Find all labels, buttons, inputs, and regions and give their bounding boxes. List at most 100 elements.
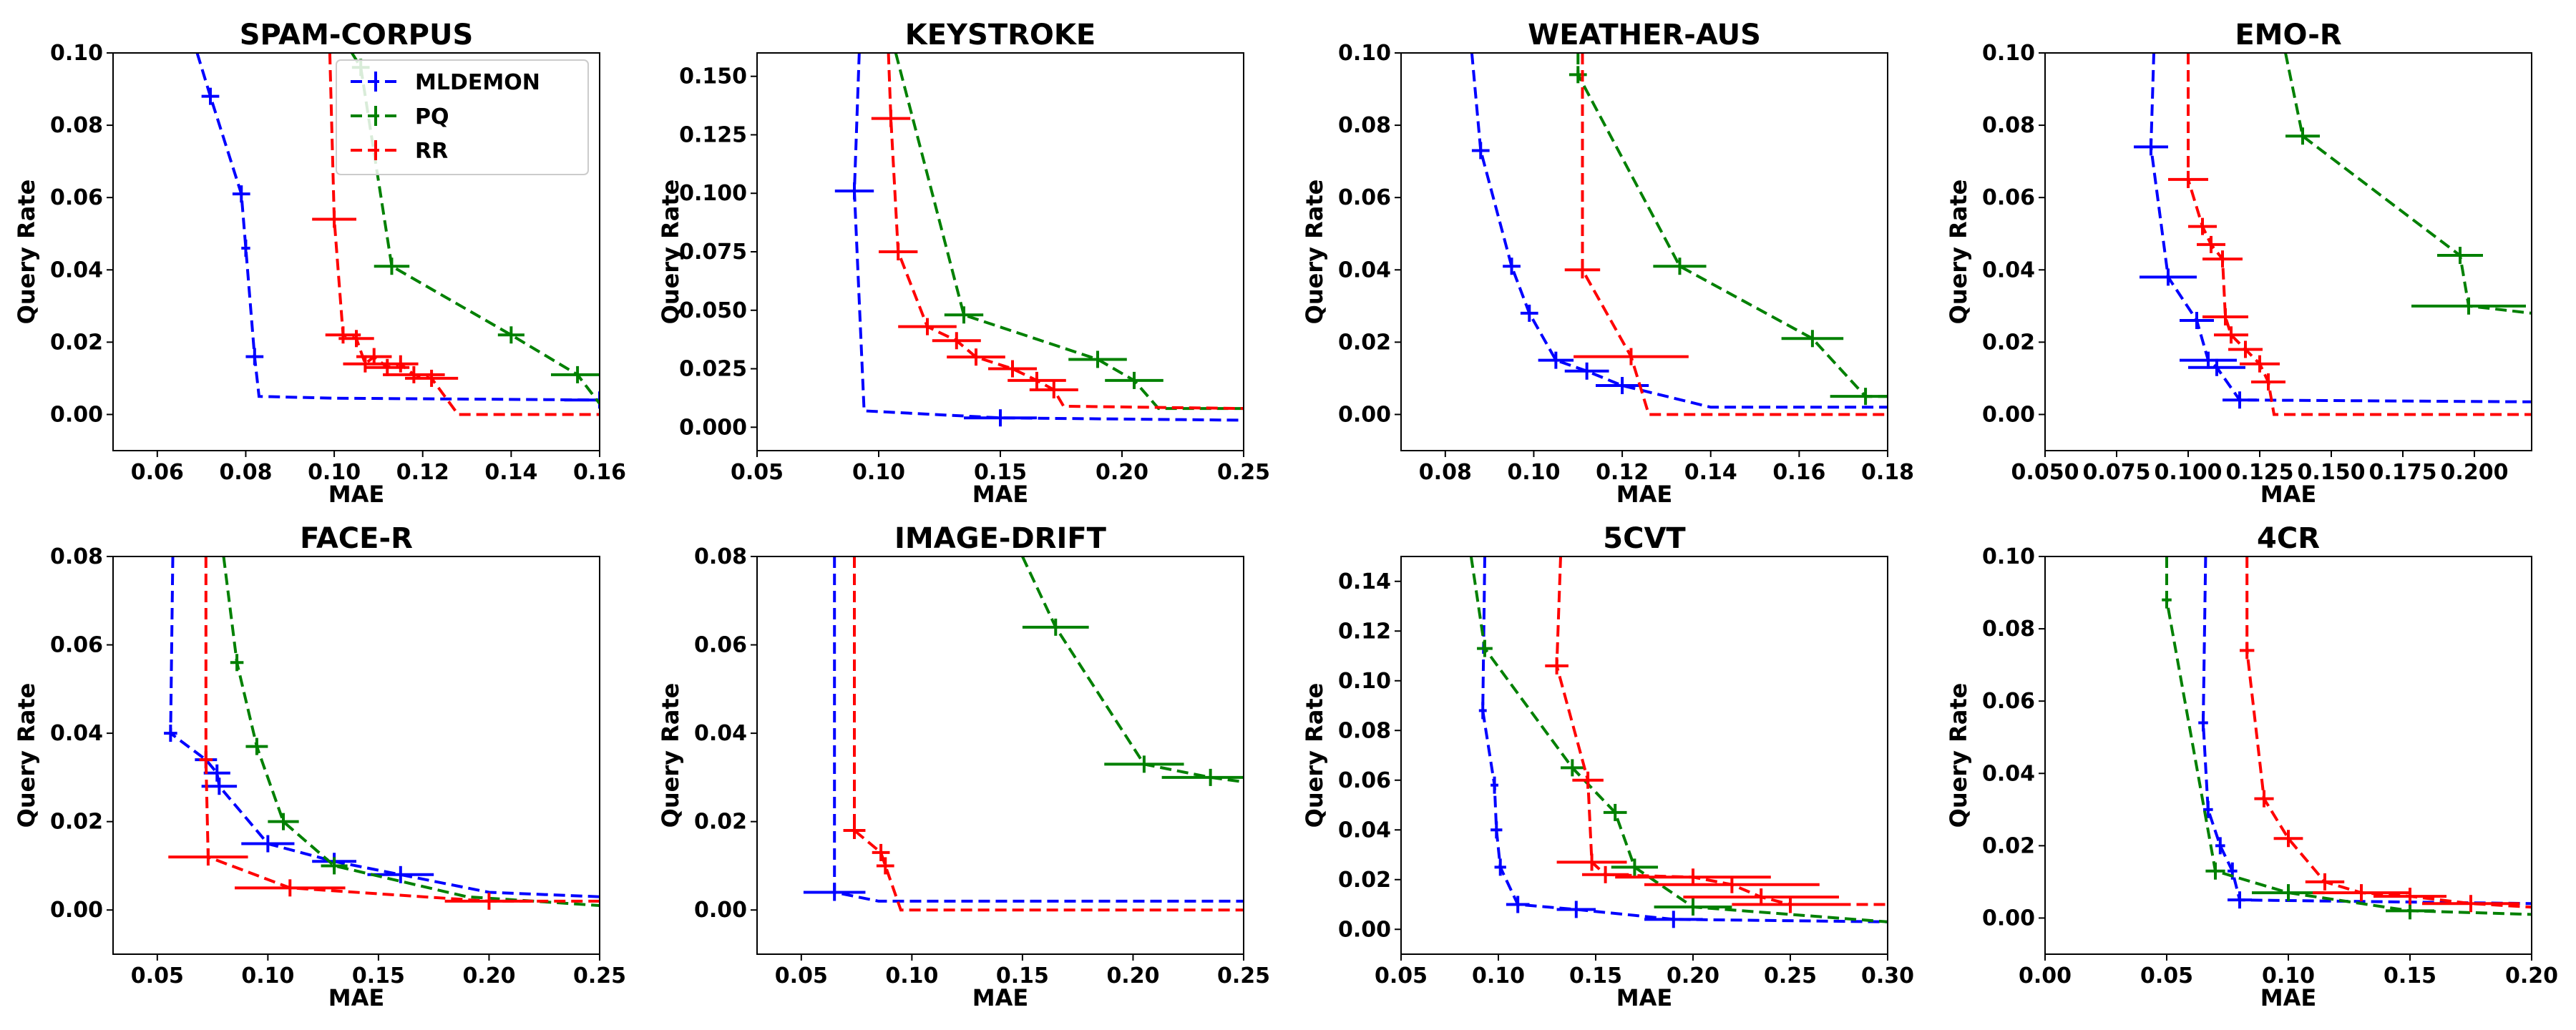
legend-item: PQ	[351, 104, 449, 129]
x-tick-label: 0.25	[1217, 460, 1270, 485]
legend-label: MLDEMON	[415, 70, 540, 95]
y-tick-label: 0.00	[1982, 402, 2035, 427]
y-tick-label: 0.02	[50, 810, 103, 835]
x-tick-label: 0.16	[573, 460, 626, 485]
y-tick-label: 0.10	[1338, 41, 1391, 66]
axes-frame	[1400, 556, 1888, 955]
series-line-mldemon	[852, 53, 1244, 422]
y-tick-label: 0.06	[1338, 768, 1391, 793]
y-tick-label: 0.10	[1338, 669, 1391, 694]
x-tick-label: 0.15	[352, 963, 405, 989]
y-tick-label: 0.04	[694, 721, 747, 746]
x-tick-label: 0.20	[1096, 460, 1148, 485]
series-line-mldemon	[1470, 53, 1888, 409]
x-tick-label: 0.25	[1217, 963, 1270, 989]
y-tick-label: 0.10	[50, 41, 103, 66]
x-tick-label: 0.15	[2384, 963, 2436, 989]
x-tick-label: 0.050	[2011, 460, 2079, 485]
x-axis-label: MAE	[2260, 481, 2316, 508]
series-line-mldemon	[2149, 53, 2532, 403]
y-tick-label: 0.08	[694, 544, 747, 569]
plot-area	[164, 556, 600, 910]
x-tick-label: 0.15	[1569, 963, 1622, 989]
x-tick-label: 0.10	[1472, 963, 1525, 989]
chart-panel: 0.050 0.075 0.100 0.125 0.150 0.175 0.200 0.00 0…	[1945, 19, 2532, 508]
y-tick-label: 0.04	[1338, 258, 1391, 283]
x-tick-label: 0.20	[2505, 963, 2558, 989]
y-tick-label: 0.08	[1338, 113, 1391, 138]
x-tick-label: 0.25	[1764, 963, 1817, 989]
x-tick-label: 0.05	[775, 963, 828, 989]
x-tick-label: 0.08	[1419, 460, 1472, 485]
x-tick-label: 0.10	[885, 963, 938, 989]
y-tick-label: 0.050	[679, 298, 747, 323]
x-tick-label: 0.10	[2262, 963, 2315, 989]
x-tick-label: 0.175	[2369, 460, 2437, 485]
y-tick-label: 0.08	[1982, 617, 2035, 642]
series-line-pq	[2165, 556, 2532, 916]
axes-frame	[756, 52, 1244, 451]
axes-frame	[756, 556, 1244, 955]
y-tick-label: 0.00	[1982, 906, 2035, 931]
y-tick-label: 0.02	[694, 810, 747, 835]
series-line-pq	[222, 556, 600, 907]
chart-title: SPAM-CORPUS	[240, 19, 474, 52]
y-tick-label: 0.04	[1338, 818, 1391, 843]
x-tick-label: 0.12	[396, 460, 449, 485]
series-line-rr	[204, 556, 600, 903]
series-line-rr	[1581, 53, 1888, 416]
x-tick-label: 0.05	[1375, 963, 1428, 989]
y-tick-label: 0.02	[50, 330, 103, 355]
axes-frame	[1400, 52, 1888, 451]
x-axis-label: MAE	[972, 481, 1028, 508]
x-axis-label: MAE	[1616, 984, 1672, 1011]
x-tick-label: 0.10	[308, 460, 361, 485]
chart-panel: 0.05 0.10 0.15 0.20 0.25 0.000 0.025 0.050 0.075…	[657, 19, 1270, 508]
y-tick-label: 0.08	[50, 544, 103, 569]
x-tick-label: 0.14	[1684, 460, 1737, 485]
legend-label: RR	[415, 139, 448, 164]
axes-frame	[2044, 52, 2532, 451]
chart-title: KEYSTROKE	[905, 19, 1096, 52]
y-tick-label: 0.06	[1982, 689, 2035, 714]
x-tick-label: 0.16	[1772, 460, 1825, 485]
y-tick-label: 0.06	[50, 185, 103, 210]
y-tick-label: 0.100	[679, 181, 747, 206]
x-tick-label: 0.15	[996, 963, 1049, 989]
y-tick-label: 0.04	[1982, 258, 2035, 283]
x-tick-label: 0.20	[1106, 963, 1159, 989]
x-tick-label: 0.20	[1667, 963, 1719, 989]
x-tick-label: 0.06	[131, 460, 184, 485]
x-tick-label: 0.30	[1861, 963, 1914, 989]
chart-title: 5CVT	[1603, 522, 1686, 555]
y-tick-label: 0.00	[50, 402, 103, 427]
y-tick-label: 0.08	[1982, 113, 2035, 138]
series-line-rr	[887, 53, 1244, 411]
series-line-mldemon	[833, 556, 1244, 903]
axes-frame	[112, 52, 600, 451]
y-tick-label: 0.06	[694, 633, 747, 658]
axes-frame	[2044, 556, 2532, 955]
chart-title: EMO-R	[2235, 19, 2341, 52]
y-axis-label: Query Rate	[13, 683, 40, 828]
chart-panel: 0.00 0.05 0.10 0.15 0.20 0.00 0.02 0.04 0.06 0.08…	[1945, 522, 2558, 1011]
y-tick-label: 0.04	[1982, 761, 2035, 786]
chart-panel: 0.05 0.10 0.15 0.20 0.25 0.30 0.00 0.02 0.04 0.06…	[1301, 522, 1914, 1011]
y-tick-label: 0.08	[50, 113, 103, 138]
y-tick-label: 0.000	[679, 415, 747, 440]
series-line-mldemon	[169, 556, 600, 898]
x-tick-label: 0.05	[2140, 963, 2193, 989]
x-tick-label: 0.10	[852, 460, 905, 485]
x-axis-label: MAE	[2260, 984, 2316, 1011]
x-axis-label: MAE	[328, 481, 384, 508]
x-tick-label: 0.25	[573, 963, 626, 989]
y-axis-label: Query Rate	[13, 180, 40, 325]
x-tick-label: 0.12	[1596, 460, 1649, 485]
series-line-rr	[328, 53, 600, 416]
legend-item: MLDEMON	[351, 70, 540, 95]
chart-title: WEATHER-AUS	[1528, 19, 1761, 52]
series-line-mldemon	[1481, 556, 1888, 923]
x-tick-label: 0.20	[462, 963, 515, 989]
x-tick-label: 0.10	[1507, 460, 1560, 485]
